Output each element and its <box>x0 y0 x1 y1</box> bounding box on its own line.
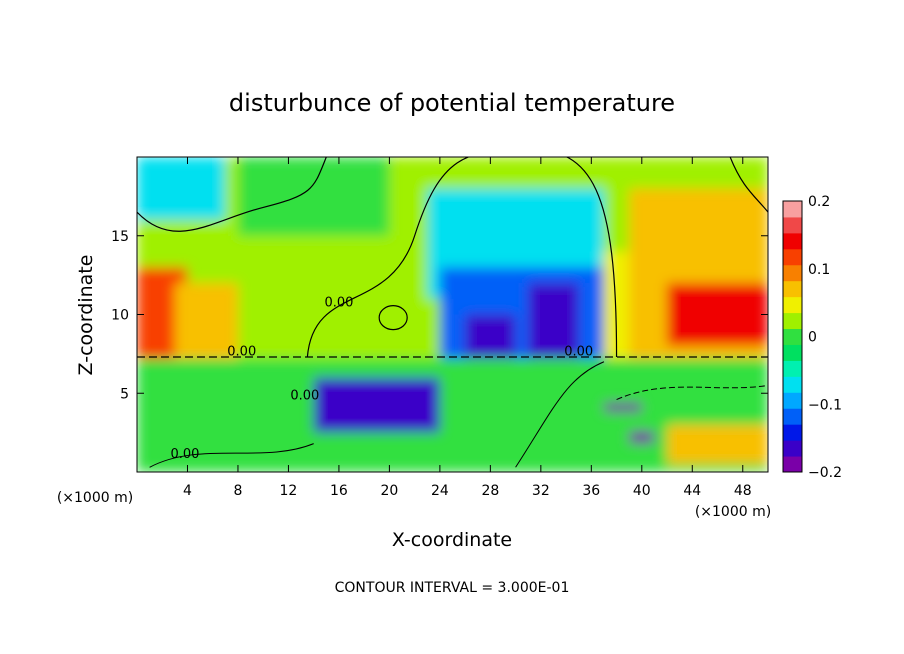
colorbar-swatch <box>783 376 802 393</box>
contour-line <box>149 443 314 468</box>
x-axis-label: X-coordinate <box>392 529 512 551</box>
y-tick-label: 15 <box>111 229 129 245</box>
colorbar-swatch <box>783 360 802 377</box>
y-axis-label: Z-coordinate <box>75 255 97 376</box>
contour-line <box>306 157 618 358</box>
y-axis: 5 10 15 <box>111 229 768 402</box>
x-axis: 4 8 12 16 20 24 28 32 36 40 44 48 <box>183 157 752 499</box>
field-region <box>603 402 642 413</box>
contour-interval-footer: CONTOUR INTERVAL = 3.000E-01 <box>335 580 570 596</box>
colorbar-swatch <box>783 248 802 266</box>
colorbar-tick-label: 0.2 <box>808 194 830 210</box>
contour-label: 0.00 <box>324 296 353 311</box>
x-tick-label: 44 <box>683 483 701 499</box>
contour-line <box>515 361 605 468</box>
x-tick-label: 48 <box>734 483 752 499</box>
colorbar-swatch <box>783 280 802 298</box>
field-region <box>137 157 226 220</box>
field-region <box>629 431 655 444</box>
x-tick-label: 4 <box>183 483 192 499</box>
contour-label: 0.00 <box>290 389 319 404</box>
colorbar-swatch <box>783 296 802 314</box>
field-region <box>174 283 238 359</box>
field-region <box>528 283 579 359</box>
colorbar-swatch <box>783 424 802 441</box>
y-tick-label: 10 <box>111 308 129 324</box>
colorbar-swatch <box>783 232 802 250</box>
contour-line <box>137 157 327 232</box>
x-tick-label: 32 <box>532 483 550 499</box>
colorbar-tick-label: 0.1 <box>808 262 830 278</box>
colorbar-tick-label: −0.2 <box>808 465 842 481</box>
colorbar-swatch <box>783 312 802 330</box>
colorbar-tick-label: 0 <box>808 330 817 346</box>
colorbar-swatch <box>783 201 802 218</box>
contour-label: 0.00 <box>227 344 256 359</box>
field-region <box>667 283 768 346</box>
contour-labels: 0.00 0.00 0.00 0.00 0.00 <box>170 296 593 462</box>
x-tick-label: 20 <box>380 483 398 499</box>
x-tick-label: 36 <box>582 483 600 499</box>
plot-area <box>137 157 768 472</box>
chart-title: disturbunce of potential temperature <box>229 89 675 117</box>
colorbar-frame <box>782 200 803 473</box>
x-tick-label: 28 <box>481 483 499 499</box>
colorbar-swatch <box>783 328 802 345</box>
colorbar-swatch <box>783 344 802 361</box>
x-tick-label: 16 <box>330 483 348 499</box>
colorbar-swatch <box>783 392 802 409</box>
field-region <box>465 314 516 359</box>
x-unit-right: (×1000 m) <box>695 504 771 520</box>
y-tick-label: 5 <box>120 386 129 402</box>
contour-line <box>729 157 768 213</box>
color-field <box>137 157 768 472</box>
field-region <box>667 424 768 465</box>
colorbar-swatch <box>783 440 802 457</box>
field-region <box>237 157 390 236</box>
colorbar-swatch <box>783 456 802 473</box>
x-tick-label: 12 <box>280 483 298 499</box>
contour-lines <box>137 157 768 468</box>
field-region <box>313 377 440 433</box>
contour-line <box>378 305 408 331</box>
x-unit-left: (×1000 m) <box>57 490 133 506</box>
colorbar: 0.2 0.1 0 −0.1 −0.2 <box>782 194 842 481</box>
colorbar-swatch <box>783 264 802 282</box>
contour-label: 0.00 <box>564 344 593 359</box>
x-tick-label: 8 <box>233 483 242 499</box>
x-tick-label: 40 <box>633 483 651 499</box>
x-tick-label: 24 <box>431 483 449 499</box>
colorbar-tick-label: −0.1 <box>808 397 842 413</box>
colorbar-swatch <box>783 216 802 234</box>
contour-line <box>616 384 768 401</box>
contour-label: 0.00 <box>170 447 199 462</box>
colorbar-swatch <box>783 408 802 425</box>
